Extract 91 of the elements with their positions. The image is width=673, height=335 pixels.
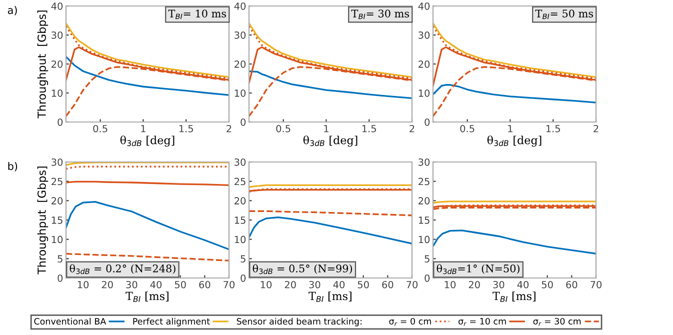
x-tick-label: 10 — [444, 280, 456, 288]
y-tick-label: 25 — [234, 178, 246, 186]
y-tick-label: 30 — [418, 31, 430, 39]
y-tick-label: 40 — [51, 2, 63, 10]
x-tick-label: 30 — [309, 280, 320, 288]
y-tick-label: 0 — [240, 274, 246, 282]
x-tick-label: 1.5 — [546, 125, 560, 132]
x-tick-label: 50 — [358, 280, 369, 288]
x-axis-title: T$_{BI}$ [ms] — [492, 292, 536, 302]
x-tick-label: 50 — [174, 280, 186, 288]
x-tick-label: 60 — [566, 280, 578, 288]
y-tick-label: 5 — [424, 255, 430, 262]
x-tick-label: 0.5 — [276, 124, 290, 132]
legend-label: σ$_{r}$ = 0 cm — [389, 318, 431, 326]
chart-title: T$_{BI}$= 10 ms — [168, 10, 226, 20]
y-tick-label: 0 — [424, 274, 430, 282]
y-tick-label: 0 — [240, 118, 246, 126]
x-tick-label: 10 — [260, 280, 272, 288]
y-tick-label: 15 — [52, 216, 62, 224]
x-axis-title: T$_{BI}$ [ms] — [126, 292, 168, 302]
x-axis-title: θ$_{3dB}$ [deg] — [487, 136, 542, 147]
text: θ$_{3dB}$=1° (N=50) — [436, 264, 520, 274]
x-tick-label: 1.5 — [179, 125, 193, 132]
y-tick-label: 0 — [58, 118, 63, 126]
y-tick-label: 40 — [234, 2, 246, 10]
x-tick-label: 1 — [324, 125, 328, 132]
x-tick-label: 20 — [284, 280, 296, 288]
y-tick-label: 30 — [52, 158, 63, 166]
x-tick-label: 0.5 — [93, 124, 108, 132]
y-tick-label: 20 — [234, 197, 246, 204]
legend-label: Conventional BA — [34, 318, 106, 325]
text: θ$_{3dB}$ = 0.5° (N=99) — [252, 264, 352, 274]
text: a) — [8, 6, 17, 16]
y-tick-label: 25 — [418, 178, 430, 186]
y-tick-label: 30 — [52, 31, 63, 39]
x-tick-label: 1 — [508, 125, 512, 132]
x-tick-label: 20 — [102, 280, 113, 288]
y-tick-label: 20 — [418, 60, 430, 68]
x-tick-label: 40 — [333, 280, 345, 288]
y-tick-label: 5 — [58, 255, 62, 262]
x-axis-title: T$_{BI}$ [ms] — [308, 292, 352, 302]
x-tick-label: 2 — [594, 124, 598, 132]
x-tick-label: 1.5 — [362, 125, 376, 132]
x-tick-label: 40 — [150, 280, 162, 288]
y-tick-label: 10 — [234, 89, 246, 97]
y-axis-title: Throughput [Gbps] — [37, 10, 48, 118]
y-tick-label: 5 — [240, 255, 246, 262]
x-axis-title: θ$_{3dB}$ [deg] — [303, 136, 358, 147]
y-tick-label: 10 — [418, 89, 430, 97]
y-tick-label: 10 — [52, 236, 63, 244]
y-tick-label: 20 — [418, 197, 430, 204]
y-tick-label: 15 — [234, 216, 246, 224]
x-tick-label: 10 — [78, 280, 89, 288]
text: b) — [8, 162, 18, 172]
y-tick-label: 0 — [424, 118, 430, 126]
legend-title: Sensor aided beam tracking: — [236, 318, 362, 326]
legend-label: σ$_{r}$ = 10 cm — [458, 318, 506, 326]
x-tick-label: 70 — [224, 280, 235, 288]
x-tick-label: 40 — [517, 280, 529, 288]
y-tick-label: 30 — [418, 158, 430, 166]
y-tick-label: 20 — [52, 60, 63, 68]
y-tick-label: 30 — [234, 31, 246, 39]
x-tick-label: 70 — [406, 280, 418, 288]
x-tick-label: 50 — [542, 280, 553, 288]
chart-title: T$_{BI}$= 50 ms — [535, 10, 593, 20]
x-tick-label: 0.5 — [460, 124, 474, 132]
y-tick-label: 40 — [418, 2, 430, 10]
x-tick-label: 2 — [226, 124, 232, 132]
x-tick-label: 70 — [590, 280, 602, 288]
y-axis-title: Throughput [Gbps] — [37, 166, 48, 274]
legend-label: Perfect alignment — [133, 318, 210, 326]
x-tick-label: 2 — [410, 124, 414, 132]
y-tick-label: 0 — [58, 274, 63, 282]
y-tick-label: 10 — [418, 236, 430, 244]
text: θ$_{3dB}$ = 0.2° (N=248) — [70, 264, 176, 274]
y-tick-label: 10 — [52, 89, 63, 97]
x-tick-label: 30 — [493, 280, 504, 288]
y-tick-label: 30 — [234, 158, 246, 166]
y-tick-label: 15 — [418, 216, 430, 224]
y-tick-label: 25 — [52, 178, 62, 186]
x-tick-label: 1 — [141, 125, 146, 132]
legend-label: σ$_{r}$ = 30 cm — [533, 318, 581, 326]
chart-title: T$_{BI}$= 30 ms — [351, 10, 409, 20]
x-tick-label: 60 — [382, 280, 394, 288]
y-tick-label: 20 — [234, 60, 246, 68]
x-tick-label: 60 — [199, 280, 210, 288]
x-tick-label: 20 — [468, 280, 480, 288]
x-tick-label: 30 — [126, 280, 138, 288]
y-tick-label: 20 — [52, 197, 63, 204]
x-axis-title: θ$_{3dB}$ [deg] — [120, 136, 174, 147]
y-tick-label: 10 — [234, 236, 246, 244]
